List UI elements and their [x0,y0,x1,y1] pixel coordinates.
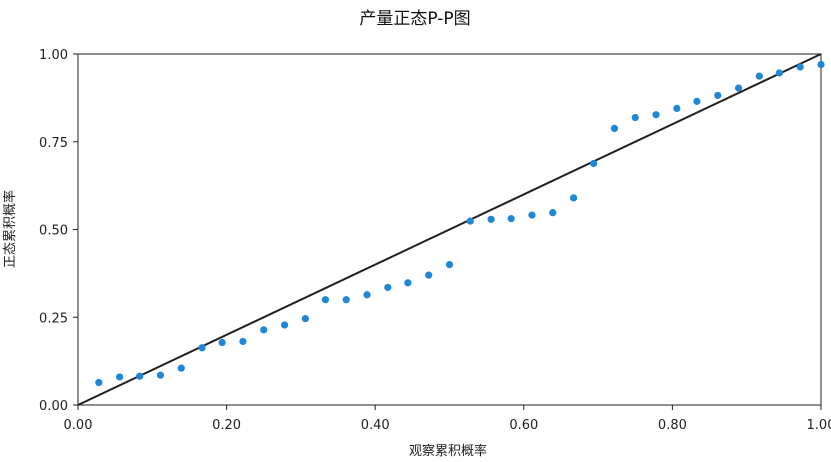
y-axis-title: 正态累积概率 [2,190,18,268]
data-point [714,91,722,100]
data-point [404,279,412,287]
data-point [775,69,783,77]
chart-title: 产量正态P-P图 [359,9,470,29]
data-point [342,296,350,304]
data-point [280,321,289,329]
data-point [218,338,226,347]
x-tick-label: 0.00 [64,418,93,433]
data-point [796,63,804,71]
data-point [177,364,185,372]
data-point [301,315,309,323]
y-tick-label: 0.75 [39,136,68,151]
data-point [755,72,763,80]
data-point [610,124,619,133]
data-point [445,261,454,269]
data-points [95,60,825,387]
data-point [652,111,660,119]
data-point [260,326,268,334]
y-tick-label: 0.50 [39,224,68,239]
data-point [693,97,701,105]
data-point [466,217,474,225]
data-point [116,373,124,381]
x-tick-label: 1.00 [807,418,831,433]
x-tick-label: 0.60 [509,418,538,433]
x-tick-label: 0.80 [658,418,687,433]
data-point [198,344,206,352]
data-point [528,211,536,219]
data-point [363,291,371,299]
data-point [569,194,578,202]
y-tick-label: 1.00 [39,48,68,63]
data-point [507,215,515,223]
x-axis-title: 观察累积概率 [409,443,487,459]
y-axis-ticks: 0.00 0.25 0.50 0.75 1.00 [39,48,78,414]
data-point [549,209,557,217]
x-tick-label: 0.20 [212,418,241,433]
x-tick-label: 0.40 [361,418,390,433]
data-point [156,371,165,379]
data-point [487,215,495,223]
data-point [136,372,144,380]
reference-line [77,53,822,406]
y-tick-label: 0.00 [39,399,68,414]
data-point [239,337,247,346]
x-axis-ticks: 0.00 0.20 0.40 0.60 0.80 1.00 [64,405,831,433]
data-point [673,104,681,113]
data-point [734,84,743,92]
y-tick-label: 0.25 [39,311,68,326]
data-point [384,283,392,292]
data-point [817,60,825,69]
data-point [425,271,433,279]
data-point [590,159,598,168]
data-point [321,296,330,304]
data-point [95,378,103,387]
data-point [631,113,639,122]
